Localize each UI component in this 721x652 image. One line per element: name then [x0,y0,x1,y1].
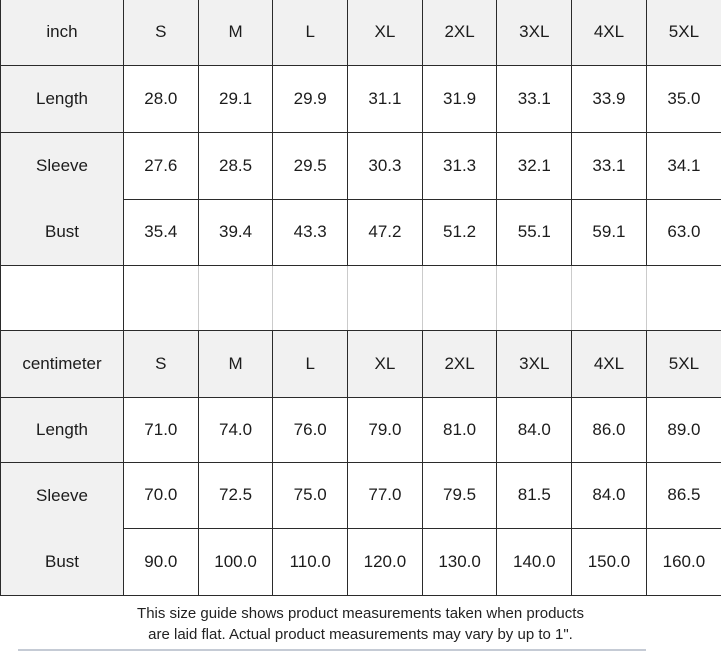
value-cell: 110.0 [272,527,349,596]
unit-label-centimeter: centimeter [0,329,124,398]
size-col-header-xl: XL [347,329,423,398]
cropped-divider [18,649,646,651]
value-cell: 140.0 [496,527,573,596]
size-col-header-5xl: 5XL [645,329,721,398]
row-label-length: Length [0,64,124,133]
size-col-header-2xl: 2XL [421,329,498,398]
size-col-header-3xl: 3XL [496,329,573,398]
separator-cell [272,264,349,331]
value-cell: 33.9 [571,64,647,133]
value-cell: 86.5 [645,461,721,529]
row-label-sleeve: Sleeve [36,485,88,505]
separator-cell [123,264,199,331]
value-cell: 81.0 [421,396,498,463]
value-cell: 74.0 [197,396,274,463]
value-cell: 47.2 [347,198,423,266]
separator-label-cell [0,264,124,331]
separator-cell [347,264,423,331]
row-label-length: Length [0,396,124,463]
value-cell: 29.5 [272,131,349,200]
value-cell: 29.9 [272,64,349,133]
inch-length-row: Length 28.0 29.1 29.9 31.1 31.9 33.1 33.… [0,64,721,133]
value-cell: 120.0 [347,527,423,596]
value-cell: 29.1 [197,64,274,133]
value-cell: 75.0 [272,461,349,529]
value-cell: 33.1 [571,131,647,200]
value-cell: 79.0 [347,396,423,463]
separator-cell [421,264,498,331]
value-cell: 84.0 [571,461,647,529]
separator-cell [197,264,274,331]
size-col-header-3xl: 3XL [496,0,573,66]
value-cell: 160.0 [645,527,721,596]
value-cell: 84.0 [496,396,573,463]
inch-sleeve-row: Sleeve Bust 27.6 28.5 29.5 30.3 31.3 32.… [0,131,721,266]
size-col-header-s: S [123,329,199,398]
size-col-header-4xl: 4XL [571,0,647,66]
size-col-header-s: S [123,0,199,66]
footnote: This size guide shows product measuremen… [0,596,721,652]
value-cell: 27.6 [123,131,199,200]
value-cell: 81.5 [496,461,573,529]
separator-cell [496,264,573,331]
value-cell: 63.0 [645,198,721,266]
row-label-bust: Bust [44,221,80,241]
value-cell: 79.5 [421,461,498,529]
value-cell: 150.0 [571,527,647,596]
value-cell: 31.1 [347,64,423,133]
centimeter-sleeve-row: Sleeve Bust 70.0 72.5 75.0 77.0 79.5 81.… [0,461,721,596]
value-cell: 89.0 [645,396,721,463]
value-cell: 51.2 [421,198,498,266]
value-cell: 33.1 [496,64,573,133]
centimeter-header-row: centimeter S M L XL 2XL 3XL 4XL 5XL [0,329,721,398]
separator-cell [571,264,647,331]
separator-cell [645,264,721,331]
row-label-sleeve-bust: Sleeve Bust [0,461,124,596]
value-cell: 70.0 [123,461,199,529]
value-cell: 59.1 [571,198,647,266]
value-cell: 90.0 [123,527,199,596]
size-col-header-2xl: 2XL [421,0,498,66]
value-cell: 28.5 [197,131,274,200]
size-col-header-m: M [197,0,274,66]
row-label-bust: Bust [44,551,80,571]
value-cell: 77.0 [347,461,423,529]
value-cell: 35.4 [123,198,199,266]
row-label-sleeve: Sleeve [36,155,88,175]
value-cell: 34.1 [645,131,721,200]
value-cell: 28.0 [123,64,199,133]
unit-label-inch: inch [0,0,124,66]
value-cell: 35.0 [645,64,721,133]
value-cell: 32.1 [496,131,573,200]
inch-bust-row: 35.4 39.4 43.3 47.2 51.2 55.1 59.1 63.0 [1,198,721,266]
inch-header-row: inch S M L XL 2XL 3XL 4XL 5XL [0,0,721,66]
footnote-line-2: are laid flat. Actual product measuremen… [148,626,573,643]
size-col-header-xl: XL [347,0,423,66]
value-cell: 71.0 [123,396,199,463]
row-label-sleeve-bust: Sleeve Bust [0,131,124,266]
value-cell: 130.0 [421,527,498,596]
footnote-line-1: This size guide shows product measuremen… [137,605,584,622]
size-col-header-m: M [197,329,274,398]
value-cell: 76.0 [272,396,349,463]
value-cell: 100.0 [197,527,274,596]
value-cell: 86.0 [571,396,647,463]
size-col-header-l: L [272,0,349,66]
value-cell: 55.1 [496,198,573,266]
size-col-header-4xl: 4XL [571,329,647,398]
separator-row [0,264,721,331]
size-col-header-l: L [272,329,349,398]
value-cell: 30.3 [347,131,423,200]
centimeter-bust-row: 90.0 100.0 110.0 120.0 130.0 140.0 150.0… [1,527,721,596]
size-chart-table: inch S M L XL 2XL 3XL 4XL 5XL Length 28.… [0,0,721,596]
value-cell: 43.3 [272,198,349,266]
value-cell: 39.4 [197,198,274,266]
size-col-header-5xl: 5XL [645,0,721,66]
centimeter-length-row: Length 71.0 74.0 76.0 79.0 81.0 84.0 86.… [0,396,721,463]
value-cell: 72.5 [197,461,274,529]
value-cell: 31.3 [421,131,498,200]
value-cell: 31.9 [421,64,498,133]
